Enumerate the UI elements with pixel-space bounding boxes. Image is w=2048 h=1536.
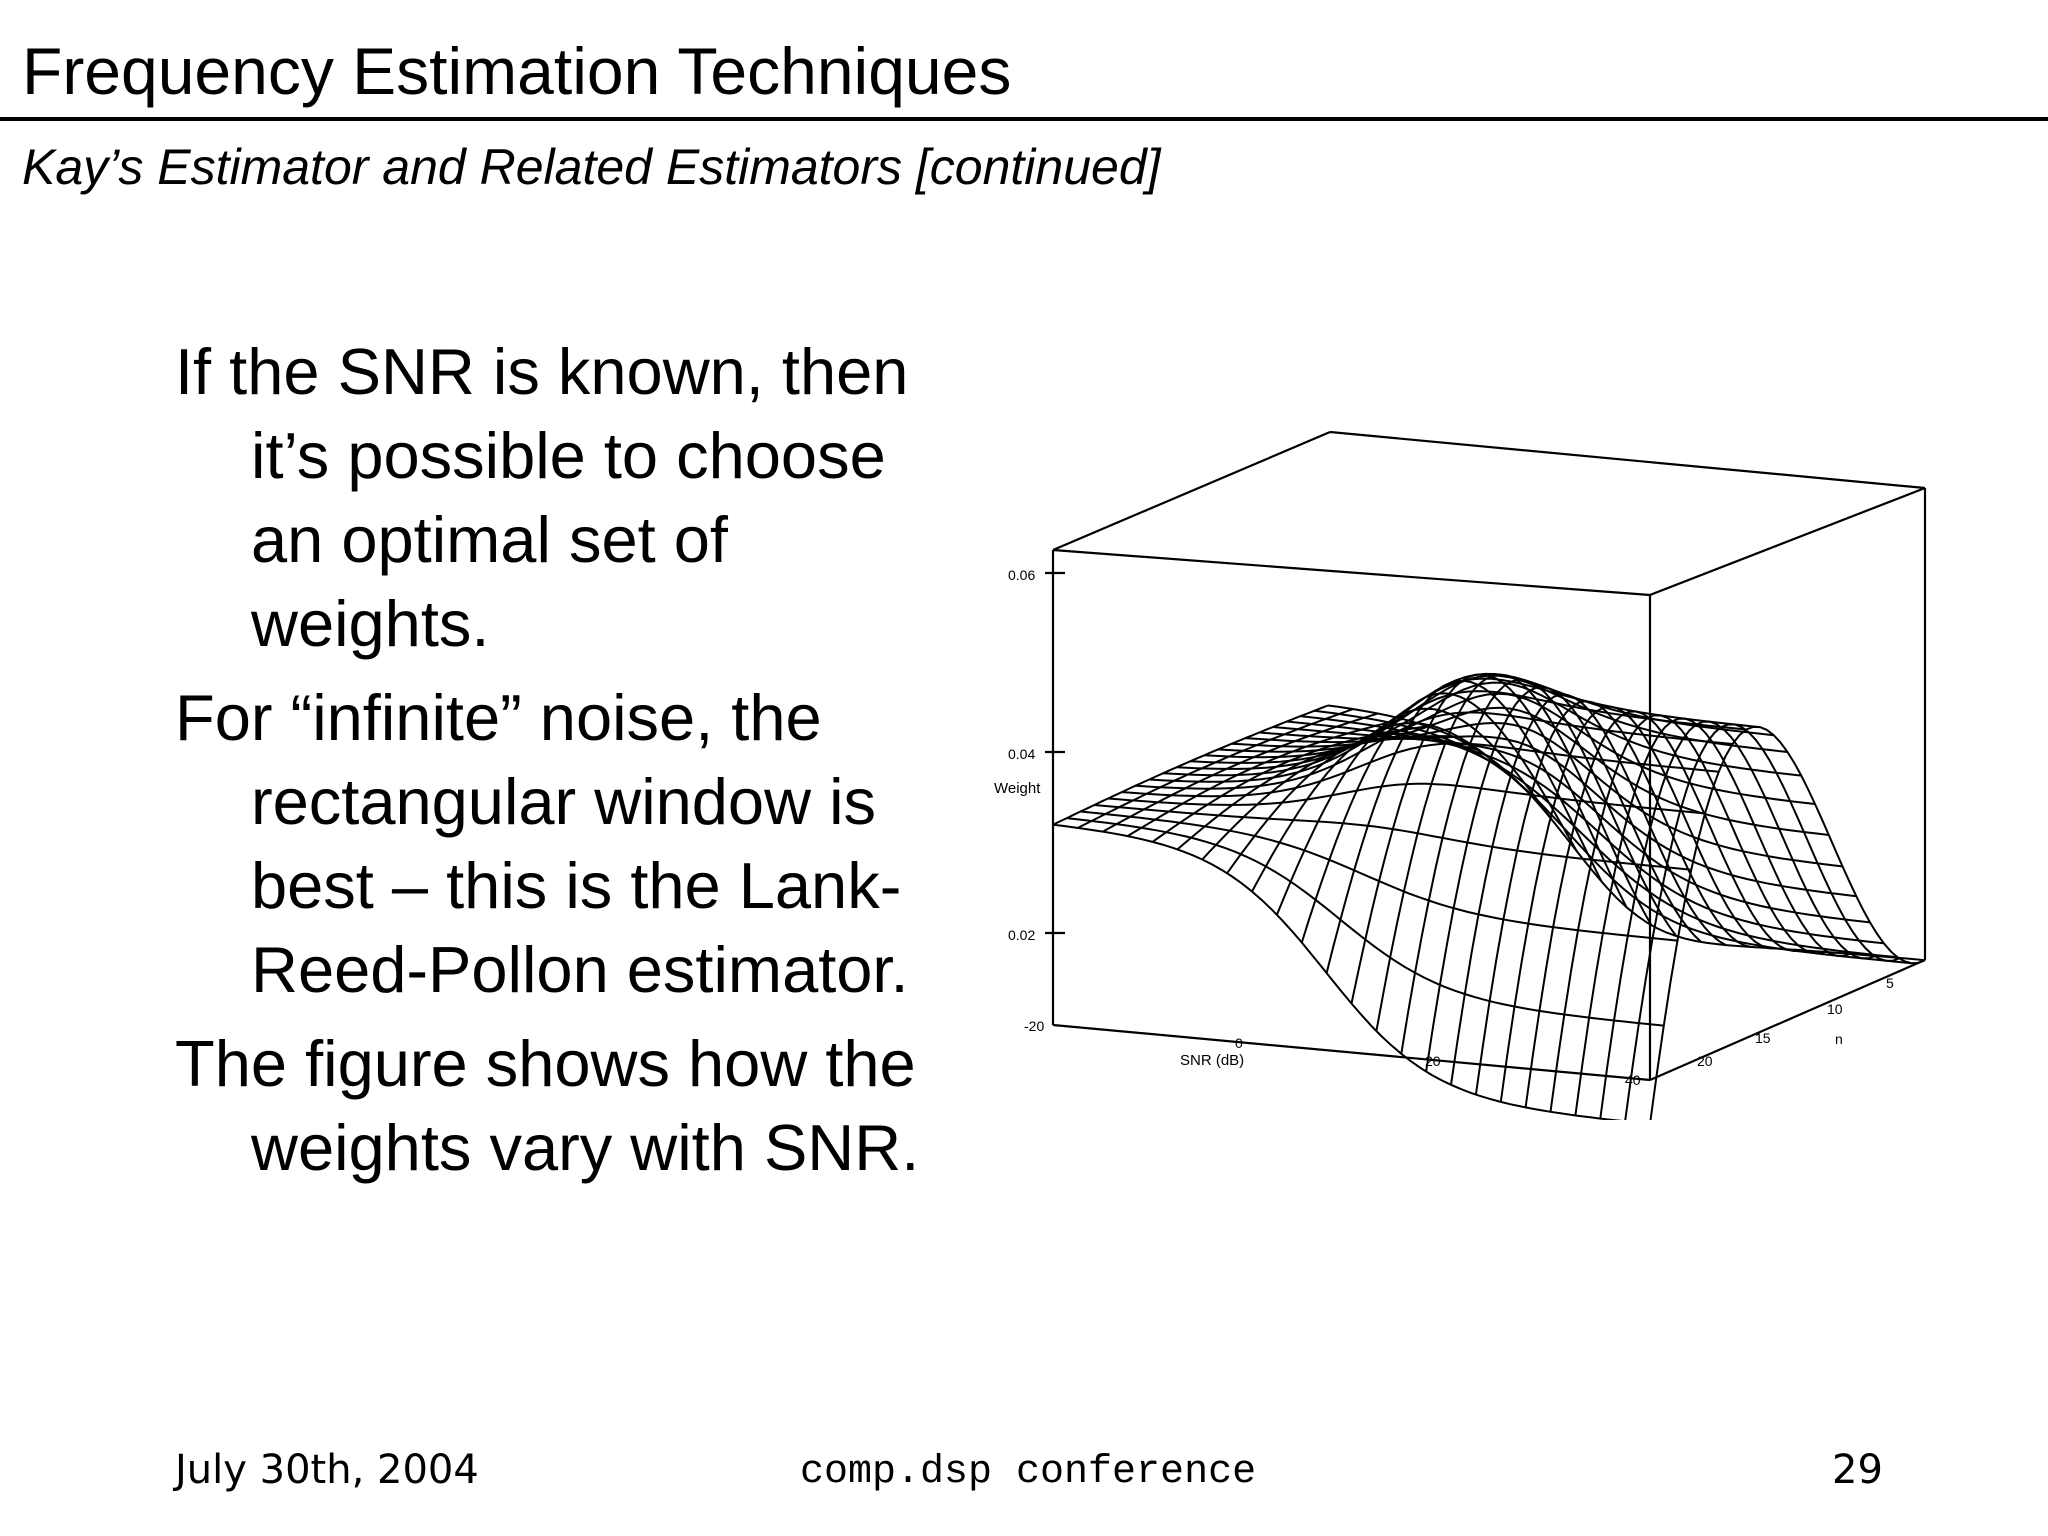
- y-tick-0: 5: [1886, 975, 1894, 991]
- surface-grid-line: [1201, 737, 1478, 861]
- plot-box: [1045, 430, 1927, 1082]
- surface-grid-line: [1300, 692, 1578, 943]
- bullet-infinite-noise: For “infinite” noise, the rectangular wi…: [175, 681, 909, 1006]
- y-tick-3: 20: [1697, 1053, 1713, 1069]
- surface-grid-line: [1549, 714, 1826, 1112]
- surface-grid-line: [1275, 707, 1553, 916]
- surface-grid-line: [1375, 673, 1653, 1032]
- z-axis-label: Weight: [994, 780, 1041, 797]
- title-divider: [0, 117, 2048, 121]
- surface-grid-line: [1474, 700, 1752, 1095]
- surface-grid-line: [1350, 673, 1628, 1004]
- z-tick-0: 0.06: [1008, 567, 1035, 583]
- weight-surface-plot: 0.06 0.04 0.02 Weight -20 0 20 40 SNR (d…: [994, 430, 1927, 1120]
- surface-grid-line: [1190, 674, 1788, 764]
- x-tick-2: 20: [1425, 1053, 1441, 1069]
- z-tick-2: 0.02: [1008, 927, 1035, 943]
- y-axis-label: n: [1835, 1031, 1843, 1047]
- surface-grid-line: [1624, 723, 1901, 1120]
- surface-grid-line: [1574, 717, 1851, 1116]
- page-number: 29: [1832, 1447, 1883, 1493]
- footer-date: July 30th, 2004: [175, 1447, 479, 1493]
- surface-grid-line: [1052, 704, 1329, 826]
- surface-grid-line: [1649, 725, 1926, 1120]
- x-tick-0: -20: [1024, 1018, 1044, 1034]
- surface-grid-line: [1599, 720, 1876, 1119]
- surface-grid-line: [1425, 686, 1702, 1072]
- surface-grid-line: [1151, 725, 1428, 843]
- weight-surface: [1052, 672, 1926, 1120]
- y-tick-2: 15: [1755, 1030, 1771, 1046]
- surface-grid-line: [1102, 712, 1379, 833]
- plot-labels: 0.06 0.04 0.02 Weight -20 0 20 40 SNR (d…: [994, 567, 1894, 1088]
- z-tick-1: 0.04: [1008, 746, 1035, 762]
- y-tick-1: 10: [1827, 1001, 1843, 1017]
- surface-grid-line: [1176, 735, 1453, 851]
- x-axis-label: SNR (dB): [1180, 1052, 1244, 1069]
- surface-grid-line: [1251, 722, 1528, 892]
- slide-subtitle: Kay’s Estimator and Related Estimators […: [22, 139, 1161, 195]
- surface-grid-line: [1127, 718, 1403, 837]
- surface-grid-line: [1077, 708, 1354, 829]
- surface-grid-line: [1524, 710, 1801, 1108]
- slide-title: Frequency Estimation Techniques: [22, 34, 1012, 108]
- bullet-figure-description: The figure shows how the weights vary wi…: [175, 1027, 920, 1184]
- bullet-list: If the SNR is known, then it’s possible …: [175, 330, 975, 1200]
- x-tick-3: 40: [1625, 1072, 1641, 1088]
- x-tick-1: 0: [1235, 1035, 1243, 1051]
- surface-grid-line: [1450, 693, 1727, 1085]
- footer-conference: comp.dsp conference: [800, 1450, 1257, 1495]
- surface-grid-line: [1226, 732, 1503, 874]
- bullet-known-snr: If the SNR is known, then it’s possible …: [175, 335, 909, 660]
